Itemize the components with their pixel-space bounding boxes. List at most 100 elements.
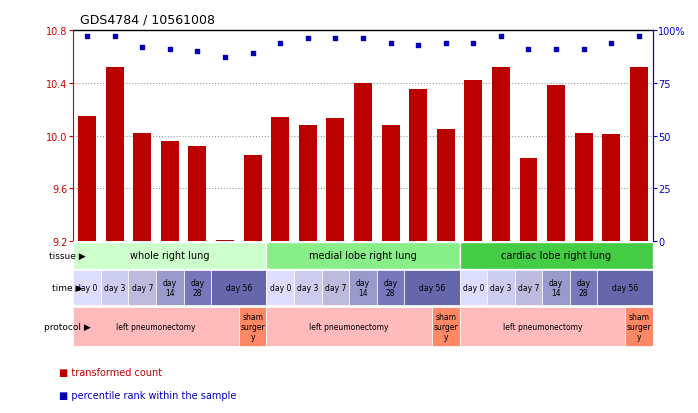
Text: day
28: day 28: [191, 278, 205, 297]
Text: GDS4784 / 10561008: GDS4784 / 10561008: [80, 14, 215, 27]
Y-axis label: time ▶: time ▶: [52, 283, 82, 292]
Text: day 56: day 56: [612, 283, 638, 292]
Bar: [244, 156, 262, 242]
Text: day 0: day 0: [76, 283, 98, 292]
Text: day
14: day 14: [356, 278, 370, 297]
Bar: [459, 242, 653, 269]
Point: [219, 55, 230, 62]
Text: day 3: day 3: [104, 283, 126, 292]
Bar: [409, 90, 427, 242]
Bar: [432, 307, 459, 347]
Bar: [73, 307, 239, 347]
Point: [523, 47, 534, 53]
Bar: [188, 147, 207, 242]
Bar: [239, 307, 267, 347]
Point: [578, 47, 589, 53]
Bar: [574, 134, 593, 242]
Bar: [514, 271, 542, 305]
Bar: [602, 135, 621, 242]
Bar: [570, 271, 597, 305]
Bar: [630, 68, 648, 242]
Bar: [184, 271, 211, 305]
Point: [109, 34, 120, 40]
Text: day
28: day 28: [577, 278, 591, 297]
Bar: [156, 271, 184, 305]
Bar: [128, 271, 156, 305]
Bar: [133, 134, 151, 242]
Point: [82, 34, 93, 40]
Text: day 3: day 3: [490, 283, 512, 292]
Bar: [487, 271, 514, 305]
Bar: [78, 116, 96, 242]
Text: day 3: day 3: [297, 283, 318, 292]
Bar: [216, 240, 234, 242]
Bar: [327, 119, 344, 242]
Y-axis label: protocol ▶: protocol ▶: [44, 322, 91, 331]
Text: sham
surger
y: sham surger y: [240, 312, 265, 342]
Point: [468, 40, 479, 47]
Point: [302, 36, 313, 43]
Bar: [349, 271, 377, 305]
Text: ■ transformed count: ■ transformed count: [59, 367, 163, 377]
Text: medial lobe right lung: medial lobe right lung: [309, 251, 417, 261]
Text: day 7: day 7: [131, 283, 153, 292]
Bar: [272, 118, 289, 242]
Point: [551, 47, 562, 53]
Bar: [625, 307, 653, 347]
Text: sham
surger
y: sham surger y: [433, 312, 458, 342]
Point: [606, 40, 617, 47]
Point: [413, 43, 424, 49]
Bar: [211, 271, 267, 305]
Text: day 0: day 0: [463, 283, 484, 292]
Bar: [547, 86, 565, 242]
Text: day 7: day 7: [518, 283, 539, 292]
Bar: [464, 81, 482, 242]
Text: left pneumonectomy: left pneumonectomy: [117, 322, 196, 331]
Text: left pneumonectomy: left pneumonectomy: [309, 322, 389, 331]
Point: [247, 51, 258, 57]
Bar: [105, 68, 124, 242]
Bar: [101, 271, 128, 305]
Text: day 0: day 0: [269, 283, 291, 292]
Bar: [73, 242, 267, 269]
Bar: [437, 130, 454, 242]
Bar: [377, 271, 404, 305]
Text: day
14: day 14: [549, 278, 563, 297]
Point: [357, 36, 369, 43]
Point: [164, 47, 175, 53]
Bar: [404, 271, 459, 305]
Bar: [267, 242, 459, 269]
Bar: [382, 126, 399, 242]
Text: day 7: day 7: [325, 283, 346, 292]
Bar: [294, 271, 322, 305]
Text: sham
surger
y: sham surger y: [627, 312, 651, 342]
Text: day 56: day 56: [225, 283, 252, 292]
Text: day
14: day 14: [163, 278, 177, 297]
Y-axis label: tissue ▶: tissue ▶: [49, 251, 86, 260]
Bar: [597, 271, 653, 305]
Text: cardiac lobe right lung: cardiac lobe right lung: [501, 251, 611, 261]
Text: whole right lung: whole right lung: [130, 251, 209, 261]
Point: [274, 40, 285, 47]
Bar: [73, 271, 101, 305]
Bar: [519, 159, 537, 242]
Bar: [459, 271, 487, 305]
Bar: [267, 307, 432, 347]
Point: [633, 34, 644, 40]
Bar: [542, 271, 570, 305]
Bar: [322, 271, 349, 305]
Point: [496, 34, 507, 40]
Point: [329, 36, 341, 43]
Point: [385, 40, 396, 47]
Point: [440, 40, 452, 47]
Text: day
28: day 28: [383, 278, 398, 297]
Bar: [354, 83, 372, 242]
Bar: [299, 126, 317, 242]
Text: ■ percentile rank within the sample: ■ percentile rank within the sample: [59, 390, 237, 400]
Point: [192, 49, 203, 55]
Bar: [267, 271, 294, 305]
Bar: [492, 68, 510, 242]
Text: day 56: day 56: [419, 283, 445, 292]
Text: left pneumonectomy: left pneumonectomy: [503, 322, 582, 331]
Bar: [161, 142, 179, 242]
